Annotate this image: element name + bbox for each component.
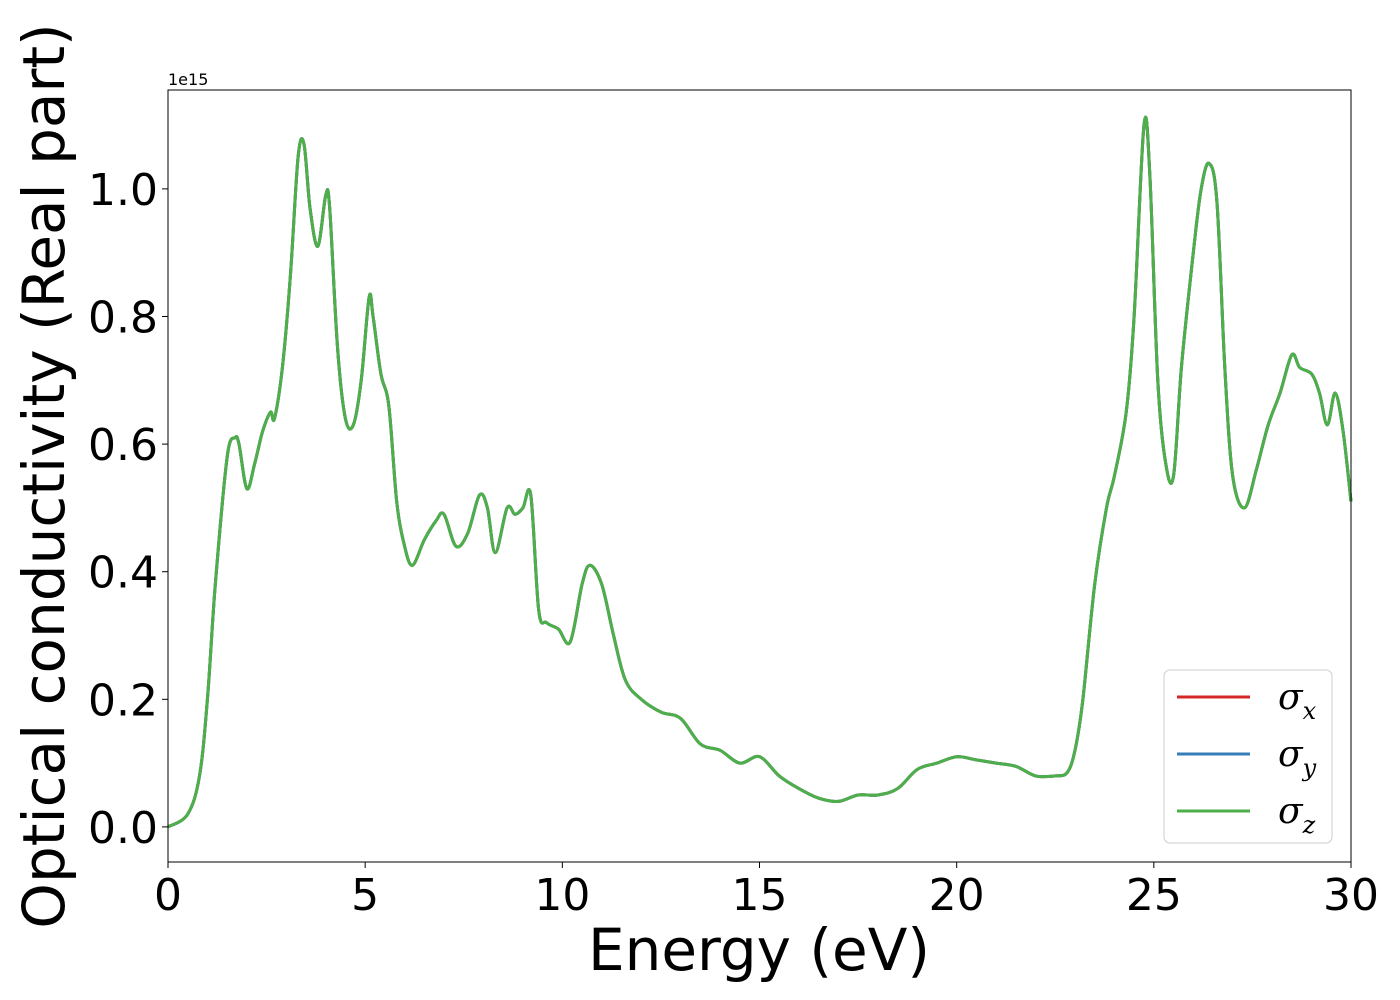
x-tick-label: 25 xyxy=(1126,870,1182,921)
legend: σx σy σz xyxy=(1163,669,1333,844)
y-tick-label: 0.8 xyxy=(88,292,158,343)
legend-label-2: σy xyxy=(1278,734,1317,782)
x-tick-label: 30 xyxy=(1323,870,1379,921)
series-line-3 xyxy=(167,115,1353,829)
y-tick-label: 0.2 xyxy=(88,675,158,726)
series-layer xyxy=(167,115,1353,829)
y-tick-label: 1.0 xyxy=(88,165,158,216)
x-tick-label: 10 xyxy=(534,870,590,921)
y-axis-title: Optical conductivity (Real part) xyxy=(10,23,78,928)
y-offset-text: 1e15 xyxy=(168,70,208,89)
legend-box xyxy=(1163,669,1333,844)
x-tick-label: 0 xyxy=(154,870,182,921)
x-axis-title: Energy (eV) xyxy=(588,916,930,984)
legend-label-1: σx xyxy=(1278,677,1317,725)
legend-label-3: σz xyxy=(1278,791,1316,839)
x-tick-label: 20 xyxy=(929,870,985,921)
y-axis: 0.0 0.2 0.4 0.6 0.8 1.0 xyxy=(88,165,168,854)
x-tick-label: 5 xyxy=(351,870,379,921)
x-tick-label: 15 xyxy=(732,870,788,921)
y-tick-label: 0.4 xyxy=(88,548,158,599)
y-tick-label: 0.6 xyxy=(88,420,158,471)
x-axis: 0 5 10 15 20 25 30 xyxy=(154,862,1379,921)
y-tick-label: 0.0 xyxy=(88,803,158,854)
